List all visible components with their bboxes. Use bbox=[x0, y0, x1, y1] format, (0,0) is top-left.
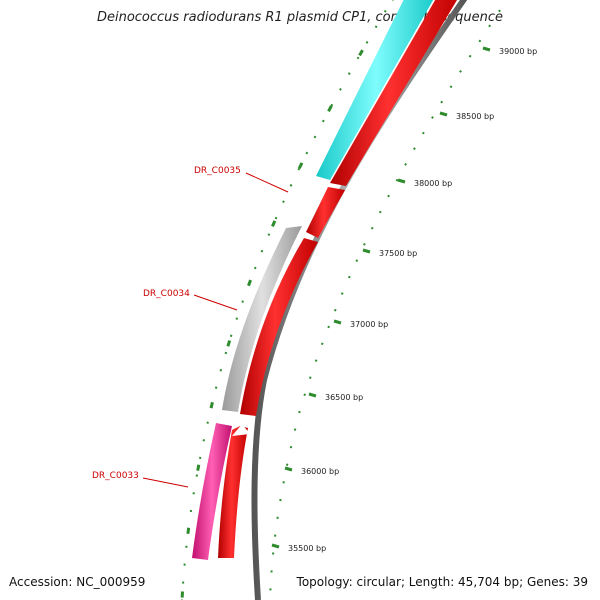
scale-tick-label: 36000 bp bbox=[301, 467, 339, 476]
cds-feature bbox=[330, 0, 458, 186]
scale-tick-label: 35500 bp bbox=[288, 544, 326, 553]
scale-tick-label: 36500 bp bbox=[325, 393, 363, 402]
gene-feature-magenta bbox=[192, 423, 232, 560]
scale-tick bbox=[333, 319, 342, 325]
gene-leader-line bbox=[193, 294, 238, 311]
gene-leader-line bbox=[245, 172, 289, 193]
scale-tick bbox=[308, 392, 317, 398]
gene-label-dr-c0034: DR_C0034 bbox=[143, 289, 190, 299]
cds-feature bbox=[218, 426, 248, 558]
scale-tick bbox=[271, 543, 280, 549]
gene-feature-cyan bbox=[316, 0, 434, 180]
scale-tick-label: 38500 bp bbox=[456, 112, 494, 121]
scale-tick bbox=[397, 178, 406, 184]
scale-tick-label: 37000 bp bbox=[350, 320, 388, 329]
cds-arrowhead bbox=[232, 424, 250, 436]
scale-tick bbox=[284, 466, 293, 472]
summary-label: Topology: circular; Length: 45,704 bp; G… bbox=[296, 575, 588, 589]
cds-feature bbox=[240, 238, 318, 416]
scale-tick-label: 39000 bp bbox=[499, 47, 537, 56]
gene-label-dr-c0033: DR_C0033 bbox=[92, 471, 139, 481]
scale-tick-label: 38000 bp bbox=[414, 179, 452, 188]
scale-tick bbox=[362, 248, 371, 254]
cds-feature bbox=[306, 187, 345, 238]
gene-leader-line bbox=[142, 477, 189, 488]
tick-marks: 35500 bp 36000 bp 36500 bp 37000 bp 37500 bp… bbox=[271, 46, 537, 553]
gene-feature-gray bbox=[222, 226, 302, 412]
scale-tick-label: 37500 bp bbox=[379, 249, 417, 258]
accession-label: Accession: NC_000959 bbox=[9, 575, 146, 589]
gene-label-dr-c0035: DR_C0035 bbox=[194, 166, 241, 176]
scale-tick bbox=[482, 46, 491, 52]
scale-tick bbox=[439, 111, 448, 117]
